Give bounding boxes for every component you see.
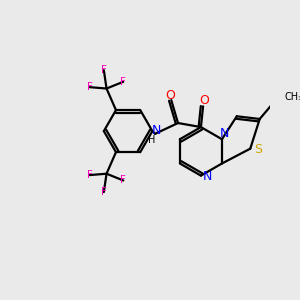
Text: S: S	[254, 143, 262, 157]
Text: F: F	[87, 170, 93, 180]
Text: N: N	[220, 127, 229, 140]
Text: H: H	[148, 135, 155, 145]
Text: N: N	[152, 124, 161, 137]
Text: N: N	[203, 170, 212, 184]
Text: O: O	[200, 94, 209, 107]
Text: F: F	[101, 187, 107, 197]
Text: F: F	[120, 176, 126, 185]
Text: O: O	[165, 89, 175, 102]
Text: CH₃: CH₃	[285, 92, 300, 102]
Text: F: F	[101, 65, 107, 75]
Text: F: F	[87, 82, 93, 92]
Text: F: F	[120, 77, 126, 87]
